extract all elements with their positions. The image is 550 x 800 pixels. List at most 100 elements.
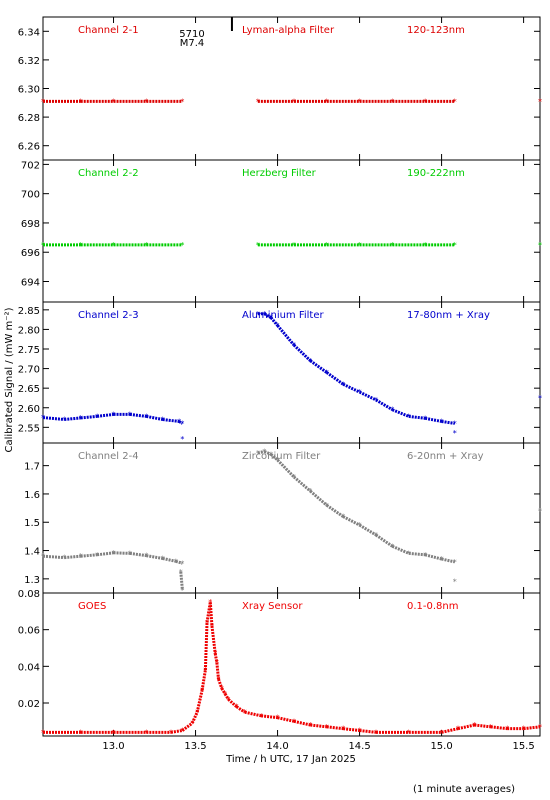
series-line	[80, 414, 98, 420]
footnote: (1 minute averages)	[413, 784, 515, 795]
y-tick-label: 6.30	[18, 85, 40, 96]
x-axis: 13.0 13.5 14.0 14.5 15.0 15.5	[102, 741, 534, 752]
series-line	[210, 625, 217, 654]
series-line	[263, 450, 272, 456]
series-line	[178, 420, 184, 425]
x-tick-label: 15.0	[430, 741, 452, 752]
y-axis-label: Calibrated Signal / (mW m⁻²)	[4, 307, 15, 452]
series-line	[205, 601, 212, 623]
filter-label: Xray Sensor	[242, 601, 303, 612]
filter-label: Herzberg Filter	[242, 168, 317, 179]
series-line	[474, 723, 491, 729]
data-point: *	[538, 394, 542, 403]
series-line	[235, 705, 246, 714]
series-line	[113, 551, 130, 555]
data-point: *	[180, 559, 184, 568]
series-line	[227, 698, 238, 708]
series-line	[359, 729, 377, 734]
series-line	[490, 725, 508, 731]
series-line	[263, 312, 272, 319]
data-point: *	[190, 719, 194, 728]
panel-frame	[42, 16, 541, 161]
data-point: *	[453, 558, 457, 567]
series-line	[441, 419, 455, 425]
series-line	[309, 489, 328, 507]
series-line	[325, 504, 345, 518]
y-tick-label: 0.02	[18, 699, 40, 710]
series-line	[375, 398, 394, 411]
series-line	[342, 382, 361, 394]
series-line	[408, 551, 426, 557]
series-line	[260, 714, 278, 720]
series-line	[162, 418, 180, 423]
series-line	[175, 559, 183, 565]
series-line	[292, 475, 312, 493]
series-line	[208, 602, 214, 627]
series-line	[358, 390, 377, 402]
data-point: *	[538, 507, 542, 516]
data-point: *	[453, 241, 457, 250]
x-tick-label: 14.5	[348, 741, 370, 752]
data-point: *	[256, 449, 260, 458]
data-point: *	[62, 416, 66, 425]
data-point: *	[180, 586, 184, 595]
panel-frame	[42, 442, 541, 594]
data-point: *	[453, 429, 457, 438]
data-point: *	[205, 618, 209, 627]
series-line	[325, 371, 345, 386]
series-line	[80, 553, 98, 558]
series-line	[342, 515, 361, 527]
x-tick-label: 13.5	[184, 741, 206, 752]
channel-label: Channel 2-4	[78, 451, 139, 462]
y-tick-label: 1.3	[24, 575, 40, 586]
series-line	[42, 554, 65, 560]
series-line	[190, 711, 199, 724]
series-line	[129, 412, 147, 418]
series-line	[170, 729, 183, 734]
x-tick-label: 15.5	[512, 741, 534, 752]
data-point: *	[453, 578, 457, 587]
y-tick-label: 698	[21, 219, 40, 230]
series-line	[220, 687, 227, 695]
series-line	[215, 662, 221, 680]
series-line	[195, 689, 204, 713]
channel-label: GOES	[78, 601, 106, 612]
event-class-label: M7.4	[180, 38, 205, 49]
y-tick-label: 1.5	[24, 518, 40, 529]
y-tick-label: 2.65	[18, 384, 40, 395]
channel-label: Channel 2-3	[78, 310, 139, 321]
series-line	[96, 551, 114, 557]
data-point: *	[180, 727, 184, 736]
series-line	[213, 653, 219, 663]
series-line	[146, 414, 164, 421]
event-id-label: 5710	[179, 29, 204, 40]
data-point: *	[180, 435, 184, 444]
filter-label: Lyman-alpha Filter	[242, 25, 335, 36]
y-tick-label: 0.08	[18, 589, 40, 600]
series-line	[326, 725, 344, 731]
data-point: *	[538, 241, 542, 250]
y-tick-label: 702	[21, 160, 40, 171]
series-line	[343, 727, 360, 732]
data-point: *	[453, 419, 457, 428]
data-point: *	[180, 419, 184, 428]
series-line	[309, 359, 328, 374]
series-line	[424, 416, 442, 423]
panel-frame	[42, 159, 541, 303]
y-tick-label: 1.4	[24, 547, 40, 558]
series-line	[257, 450, 265, 455]
series-line	[42, 416, 65, 421]
chart-panels: 6.266.286.306.326.34*************Channel…	[18, 16, 542, 737]
y-tick-label: 700	[21, 190, 40, 201]
band-label: 6-20nm + Xray	[407, 451, 484, 462]
y-tick-label: 6.32	[18, 56, 40, 67]
y-tick-label: 6.28	[18, 113, 40, 124]
series-line	[64, 416, 81, 421]
data-point: *	[453, 97, 457, 106]
channel-label: Channel 2-1	[78, 25, 139, 36]
channel-label: Channel 2-2	[78, 168, 139, 179]
series-line	[358, 523, 377, 537]
filter-label: Aluminium Filter	[242, 310, 325, 321]
